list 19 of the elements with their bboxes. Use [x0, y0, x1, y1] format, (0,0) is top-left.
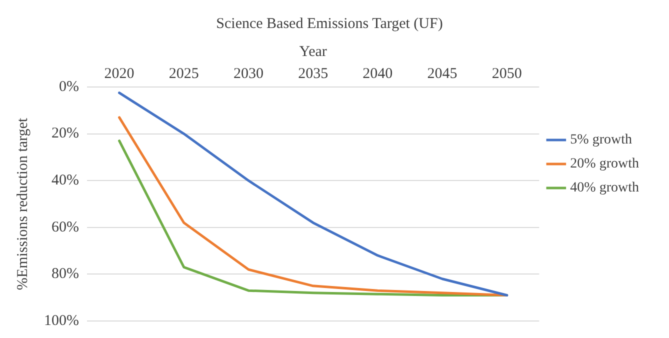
legend-label: 40% growth [570, 180, 640, 196]
x-tick-label: 2030 [233, 66, 264, 82]
y-tick-label: 60% [51, 219, 79, 236]
y-tick-label: 80% [51, 266, 79, 282]
y-axis-title: %Emissions reduction target [14, 117, 31, 290]
chart-title: Science Based Emissions Target (UF) [216, 16, 443, 32]
x-tick-label: 2050 [492, 66, 522, 82]
x-tick-label: 2020 [104, 66, 134, 82]
y-tick-label: 0% [58, 78, 79, 95]
legend-label: 20% growth [570, 156, 640, 172]
x-axis-title: Year [299, 44, 327, 60]
x-tick-label: 2040 [362, 66, 393, 82]
y-tick-label: 100% [44, 312, 79, 329]
legend-label: 5% growth [570, 132, 632, 148]
x-tick-label: 2025 [168, 66, 199, 82]
y-tick-label: 20% [51, 126, 79, 142]
x-tick-label: 2035 [298, 66, 328, 82]
y-tick-label: 40% [51, 172, 79, 189]
x-tick-label: 2045 [427, 66, 458, 82]
